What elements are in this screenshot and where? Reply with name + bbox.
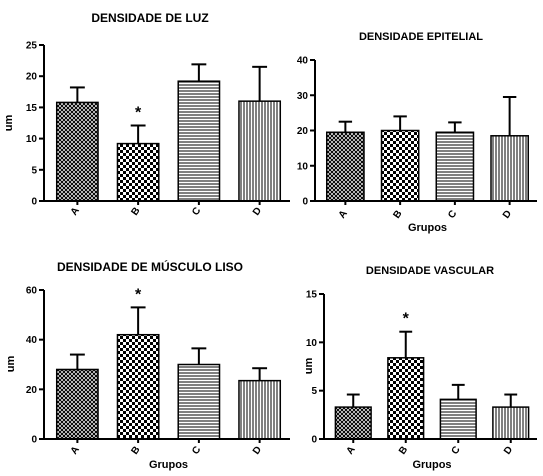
x-tick-label: A [345,444,358,456]
chart-title: DENSIDADE VASCULAR [366,265,494,277]
y-tick-label: 25 [26,41,38,52]
y-axis-label: um [3,115,15,132]
bar [492,406,530,440]
x-tick-label: C [190,205,203,217]
x-tick-label: A [69,444,82,456]
bar [387,357,425,440]
error-bar [191,347,207,365]
y-tick-label: 20 [26,385,38,396]
bar [439,398,477,440]
error-bar [69,353,85,370]
error-bar [69,86,85,103]
x-tick-label: A [337,208,350,220]
x-tick-label: B [397,444,410,456]
error-bar [451,383,465,400]
x-tick-label: B [129,205,142,217]
bar [116,333,160,440]
bar [435,131,475,202]
y-tick-label: 10 [297,161,309,172]
bar [55,101,99,202]
chart-title: DENSIDADE DE LUZ [91,11,208,25]
chart-panel: DENSIDADE DE LUZ A * B C D 0 5 10 15 20 25 um [3,11,290,218]
bar [490,135,529,202]
x-tick-label: D [251,444,264,456]
y-tick-label: 40 [26,335,38,346]
y-tick-label: 5 [311,386,317,397]
bar [334,406,372,440]
error-bar [399,330,413,358]
error-bar [130,124,146,144]
significance-marker: * [135,286,142,303]
y-tick-label: 15 [26,103,38,114]
y-tick-label: 30 [297,91,309,102]
bar [55,368,99,440]
y-tick-label: 15 [306,290,318,301]
error-bar [252,65,268,102]
y-tick-label: 0 [31,197,37,208]
x-tick-label: C [446,208,459,220]
bar [326,131,365,202]
y-tick-label: 0 [302,197,308,208]
y-tick-label: 20 [26,72,38,83]
significance-marker: * [135,104,142,121]
x-tick-label: D [502,444,515,456]
y-tick-label: 10 [306,338,318,349]
y-tick-label: 0 [311,435,317,446]
x-tick-label: D [251,205,264,217]
x-tick-label: B [391,208,404,220]
error-bar [502,96,517,136]
chart-panel: DENSIDADE EPITELIAL A B C D 0 10 20 30 40 Grupos [297,31,537,234]
error-bar [338,120,353,133]
bar [116,142,160,202]
x-tick-label: D [501,208,514,220]
x-axis-label: Grupos [408,222,447,234]
bar [380,129,420,202]
bar [177,80,221,202]
error-bar [191,63,207,82]
x-tick-label: C [190,444,203,456]
y-tick-label: 60 [26,286,38,297]
x-axis-label: Grupos [149,459,188,471]
bar [238,379,282,440]
error-bar [393,115,407,131]
x-axis-label: Grupos [412,459,451,471]
bar [238,100,282,202]
chart-panel: DENSIDADE DE MÚSCULO LISO A * B C D 0 20 40 60 um G… [5,259,290,471]
significance-marker: * [403,311,410,328]
x-tick-label: C [450,444,463,456]
y-tick-label: 0 [31,435,37,446]
y-tick-label: 10 [26,134,38,145]
y-tick-label: 20 [297,126,309,137]
chart-title: DENSIDADE DE MÚSCULO LISO [57,259,243,274]
bar [177,363,221,440]
y-axis-label: um [303,358,315,375]
error-bar [130,306,146,335]
error-bar [346,393,360,408]
error-bar [448,121,462,133]
y-tick-label: 40 [297,56,309,67]
chart-panel: DENSIDADE VASCULAR A * B C D 0 5 10 15 um Grupos [303,265,537,471]
y-axis-label: um [5,356,17,373]
x-tick-label: A [69,205,82,217]
chart-title: DENSIDADE EPITELIAL [359,31,483,43]
error-bar [252,367,268,381]
error-bar [504,393,518,408]
x-tick-label: B [129,444,142,456]
y-tick-label: 5 [31,165,37,176]
